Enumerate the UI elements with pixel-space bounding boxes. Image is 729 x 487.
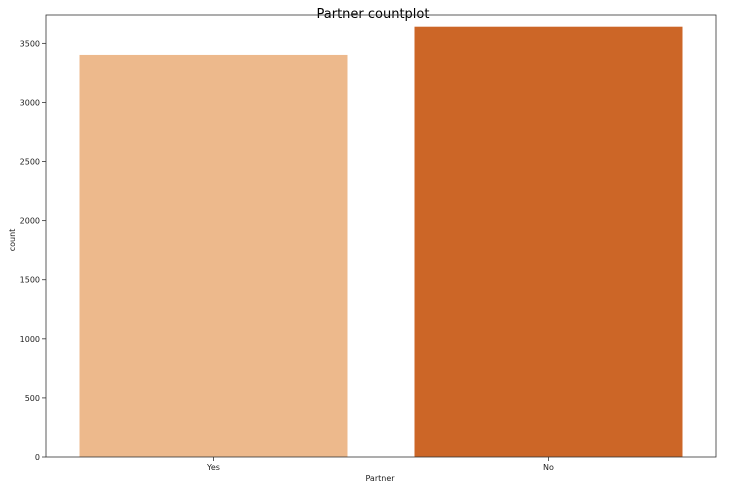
bar-no <box>414 26 683 457</box>
y-tick-label: 1000 <box>20 335 40 344</box>
y-tick-label: 1500 <box>20 276 40 285</box>
y-tick-label: 3500 <box>20 39 40 48</box>
x-axis: Yes No <box>206 457 554 472</box>
y-tick-label: 0 <box>35 453 40 462</box>
plot-frame <box>45 14 717 458</box>
chart-title: Partner countplot <box>317 7 430 22</box>
y-tick-label: 2500 <box>20 158 40 167</box>
bar-yes <box>79 54 348 457</box>
x-tick-label: Yes <box>206 463 220 472</box>
bars <box>79 26 683 457</box>
y-tick-label: 2000 <box>20 217 40 226</box>
y-tick-label: 3000 <box>20 98 40 107</box>
x-axis-label: Partner <box>365 474 395 483</box>
y-tick-label: 500 <box>25 394 40 403</box>
y-axis-label: count <box>8 229 17 252</box>
y-axis: 0 500 1000 1500 2000 2500 3000 3500 <box>20 39 46 462</box>
x-tick-label: No <box>543 463 554 472</box>
